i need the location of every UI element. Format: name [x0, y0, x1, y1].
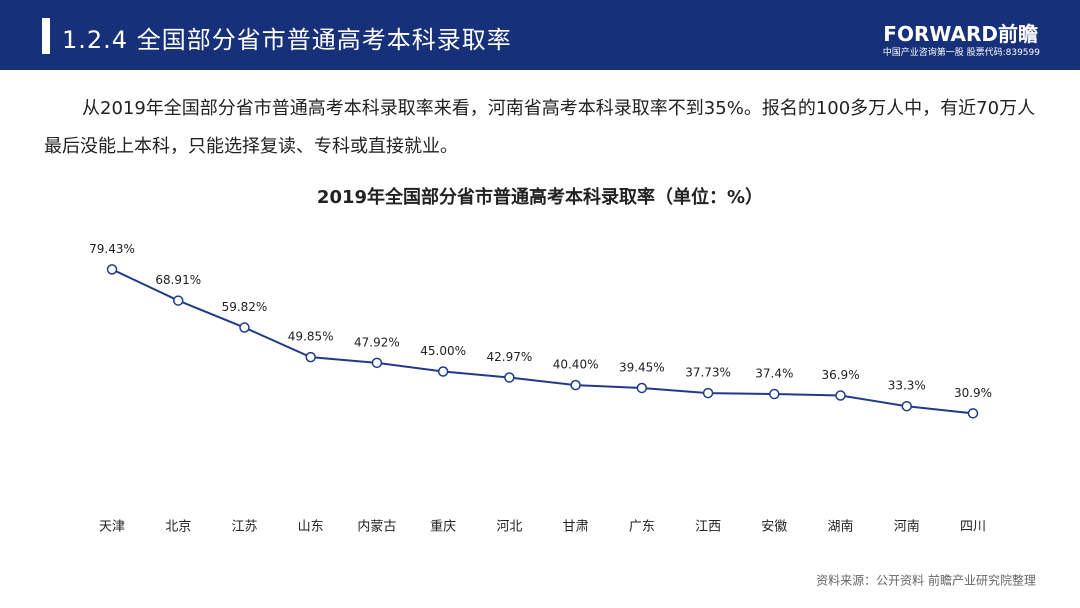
header-bar [42, 18, 50, 54]
x-tick-label: 内蒙古 [357, 519, 396, 535]
x-tick-label: 天津 [99, 520, 125, 535]
data-point [437, 366, 449, 377]
data-label: 79.43% [89, 242, 135, 256]
data-label: 42.97% [487, 350, 533, 364]
data-label: 47.92% [354, 335, 400, 349]
data-point [636, 382, 648, 394]
data-label: 39.45% [619, 360, 665, 374]
data-point [967, 408, 979, 419]
x-tick-label: 北京 [165, 520, 191, 535]
data-point [239, 322, 250, 333]
data-point [835, 390, 846, 401]
x-tick-label: 河北 [496, 520, 522, 535]
data-point [702, 387, 714, 399]
x-tick-label: 江西 [695, 520, 721, 535]
logo-subtitle: 中国产业咨询第一股 股票代码:839599 [882, 48, 1040, 58]
data-point [769, 388, 780, 400]
source-note: 资料来源：公开资料 前瞻产业研究院整理 [816, 573, 1036, 588]
data-label: 36.9% [821, 368, 859, 382]
x-tick-label: 安徽 [761, 520, 787, 535]
x-tick-label: 河南 [894, 519, 920, 535]
data-label: 37.4% [755, 367, 793, 381]
data-label: 37.73% [685, 366, 731, 380]
chart-title: 2019年全国部分省市普通高考本科录取率（单位：%） [317, 186, 763, 208]
data-point [371, 357, 383, 369]
data-label: 40.40% [553, 358, 599, 372]
data-label: 45.00% [420, 344, 466, 358]
x-tick-label: 四川 [960, 520, 986, 535]
header-title: 1.2.4 全国部分省市普通高考本科录取率 [62, 26, 512, 54]
x-tick-label: 湖南 [828, 519, 854, 535]
data-line [111, 268, 974, 415]
x-tick-label: 江苏 [231, 519, 257, 535]
data-label: 49.85% [288, 330, 334, 344]
data-point [305, 351, 316, 363]
data-label: 59.82% [222, 300, 268, 314]
data-point [504, 372, 515, 383]
x-tick-label: 重庆 [430, 519, 456, 535]
data-label: 33.3% [888, 379, 926, 393]
data-point [570, 379, 581, 391]
header: 1.2.4 全国部分省市普通高考本科录取率 FORWARD前瞻 中国产业咨询第一… [0, 0, 1080, 70]
data-point [901, 400, 913, 412]
data-label: 68.91% [155, 273, 201, 287]
data-label: 30.9% [954, 386, 992, 400]
x-tick-label: 山东 [298, 520, 324, 535]
logo: FORWARD前瞻 [883, 22, 1038, 46]
data-point [106, 264, 118, 275]
x-tick-label: 甘肃 [563, 520, 589, 535]
x-tick-label: 广东 [629, 520, 655, 535]
paragraph: 从2019年全国部分省市普通高考本科录取率来看，河南省高考本科录取率不到35%。… [44, 98, 1036, 157]
data-point [172, 295, 184, 306]
